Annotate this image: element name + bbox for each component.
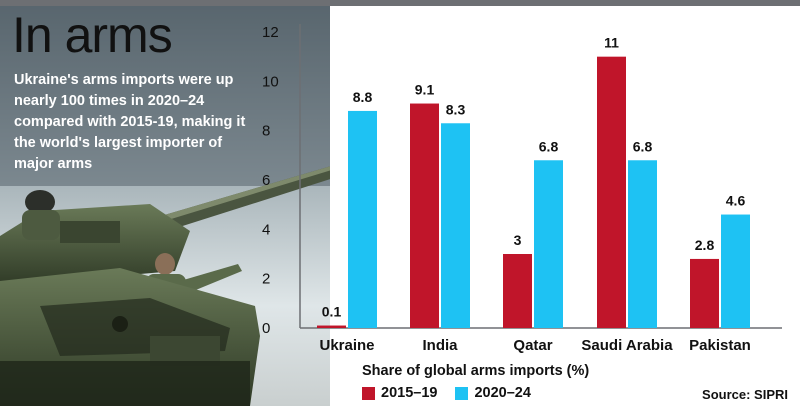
y-tick-label: 8 (262, 123, 270, 140)
bar-saudi-arabia-2015-19 (597, 56, 626, 329)
blurb-text: Ukraine's arms imports were up nearly 10… (14, 72, 246, 172)
y-tick-label: 12 (262, 24, 279, 41)
y-tick-label: 10 (262, 73, 279, 90)
y-tick-label: 2 (262, 271, 270, 288)
data-label: 0.1 (322, 304, 342, 320)
data-label: 8.8 (353, 89, 373, 105)
category-label: Pakistan (689, 337, 751, 354)
legend-item-2020-24: 2020–24 (455, 385, 531, 401)
legend-swatch-2020-24 (455, 386, 469, 400)
data-label: 8.3 (446, 101, 466, 117)
y-tick-label: 4 (262, 221, 270, 238)
data-labels-group: 0.1 8.8 9.1 8.3 3 6.8 11 6.8 2.8 4.6 (322, 35, 746, 320)
bar-india-2015-19 (410, 103, 439, 329)
data-label: 3 (514, 232, 522, 248)
legend-label-2015-19: 2015–19 (381, 385, 438, 401)
legend-swatch-2015-19 (362, 386, 375, 400)
source-note: Source: SIPRI (702, 387, 788, 402)
bar-pakistan-2020-24 (721, 214, 750, 328)
y-tick-label: 0 (262, 320, 270, 337)
data-label: 4.6 (726, 193, 746, 209)
bars-group (317, 56, 750, 329)
bar-saudi-arabia-2020-24 (628, 160, 657, 328)
headline: In arms (12, 7, 173, 63)
legend-item-2015-19: 2015–19 (362, 385, 437, 401)
legend-label-2020-24: 2020–24 (474, 385, 531, 401)
category-label: India (422, 337, 458, 354)
category-label: Ukraine (319, 337, 374, 354)
bar-ukraine-2020-24 (348, 110, 377, 328)
bar-qatar-2015-19 (503, 254, 532, 328)
soldiers-photo (0, 6, 330, 406)
bar-pakistan-2015-19 (690, 258, 719, 328)
top-bar (0, 0, 800, 6)
bar-ukraine-2015-19 (317, 325, 346, 328)
data-label: 2.8 (695, 237, 715, 253)
y-tick-label: 6 (262, 172, 270, 189)
category-label: Qatar (513, 337, 552, 354)
category-labels-group: Ukraine India Qatar Saudi Arabia Pakistan (319, 337, 750, 354)
data-label: 9.1 (415, 82, 435, 98)
legend: 2015–19 2020–24 (362, 385, 549, 401)
bar-qatar-2020-24 (534, 160, 563, 328)
data-label: 6.8 (633, 138, 653, 154)
data-label: 6.8 (539, 138, 559, 154)
x-axis-title: Share of global arms imports (%) (362, 363, 590, 379)
data-label: 11 (604, 35, 619, 51)
bar-india-2020-24 (441, 123, 470, 329)
category-label: Saudi Arabia (581, 337, 673, 354)
military-vehicle-illustration (0, 6, 330, 406)
